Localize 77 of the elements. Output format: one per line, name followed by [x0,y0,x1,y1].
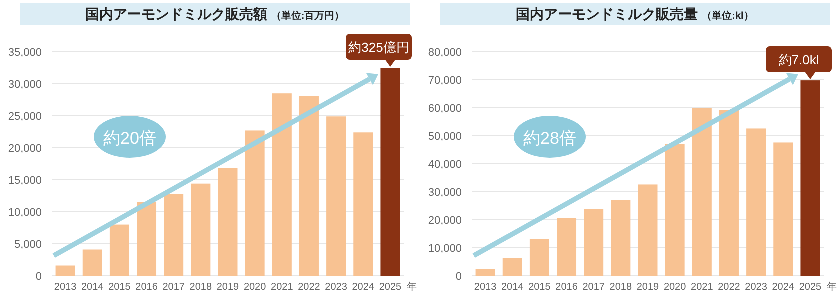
y-tick-label: 15,000 [8,175,42,187]
x-tick-label: 2020 [244,282,267,293]
chart-subtitle: （単位:百万円） [271,10,345,22]
y-tick-label: 30,000 [8,79,42,91]
x-tick-label: 2023 [325,282,348,293]
bar [272,94,292,276]
y-tick-label: 10,000 [8,207,42,219]
x-tick-label: 2019 [636,282,660,293]
annotation: 約28倍 [524,129,576,148]
x-tick-label: 2014 [81,282,104,293]
x-tick-label: 2017 [582,282,606,293]
chart-subtitle: （単位:kl） [702,10,754,22]
x-tick-label: 2025 [379,282,402,293]
bar [774,142,794,276]
x-tick-label: 2018 [190,282,212,293]
y-tick-label: 0 [36,271,42,283]
bar [476,269,496,276]
y-tick-label: 20,000 [8,143,42,155]
x-tick-label: 2022 [718,282,741,293]
bar [137,202,157,276]
bar [354,132,374,276]
y-tick-label: 50,000 [428,131,462,143]
annotation: 約7.0kl [778,52,820,68]
bar [638,184,658,276]
bar [719,110,739,276]
bar [611,200,631,276]
bar [110,224,130,276]
chart-title: 国内アーモンドミルク販売量 [516,6,698,22]
bar [164,194,184,276]
y-tick-label: 70,000 [428,75,462,87]
x-tick-label: 2024 [352,282,375,293]
x-tick-label: 2017 [162,282,186,293]
y-tick-label: 30,000 [428,187,462,199]
bar [584,209,604,276]
x-tick-label: 2014 [501,282,524,293]
y-tick-label: 5,000 [14,239,42,251]
bar [502,258,522,276]
x-tick-label: 2018 [610,282,632,293]
y-tick-label: 20,000 [428,215,462,227]
bar [746,128,766,276]
y-tick-label: 35,000 [8,47,42,59]
y-tick-label: 10,000 [428,243,462,255]
x-axis-title: 年 [407,281,417,293]
annotation: 約325億円 [348,40,410,55]
x-tick-label: 2015 [528,282,552,293]
chart-title: 国内アーモンドミルク販売額 [85,6,268,22]
x-tick-label: 2023 [745,282,768,293]
bar [530,239,550,276]
x-tick-label: 2020 [664,282,687,293]
bar [557,218,577,276]
bar [299,96,319,276]
bar [326,116,346,276]
x-tick-label: 2021 [271,282,294,293]
y-tick-label: 60,000 [428,103,462,115]
bar [56,266,76,276]
x-tick-label: 2021 [691,282,714,293]
bar [665,144,685,276]
bar [82,250,102,276]
x-tick-label: 2016 [556,282,578,293]
y-tick-label: 40,000 [428,159,462,171]
bar [218,168,238,276]
y-tick-label: 80,000 [428,47,462,59]
x-tick-label: 2019 [216,282,240,293]
y-tick-label: 0 [456,271,462,283]
y-tick-label: 25,000 [8,111,42,123]
x-tick-label: 2015 [108,282,132,293]
x-tick-label: 2013 [54,282,78,293]
bar [191,184,211,276]
bar [245,130,265,276]
x-tick-label: 2016 [136,282,158,293]
bar [692,108,712,276]
annotation: 約20倍 [104,129,156,148]
x-tick-label: 2024 [772,282,795,293]
x-tick-label: 2022 [298,282,321,293]
x-axis-title: 年 [827,281,837,293]
x-tick-label: 2025 [799,282,822,293]
x-tick-label: 2013 [474,282,498,293]
